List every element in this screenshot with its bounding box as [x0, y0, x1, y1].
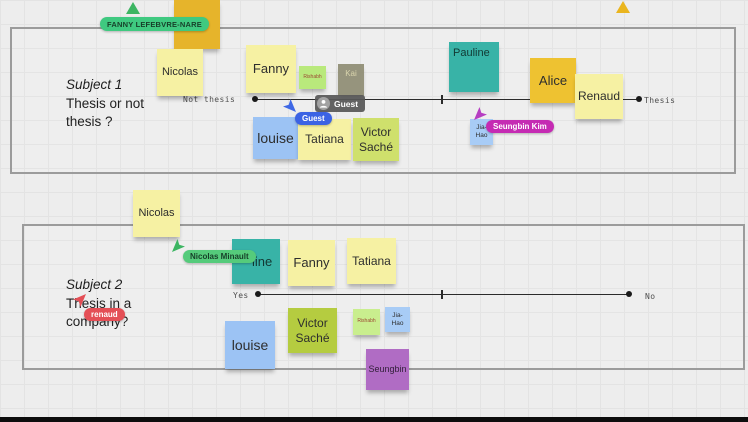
sticky-note-partially-hidden-teal[interactable]: line: [232, 239, 280, 284]
axis-2-midpoint-tick: [441, 289, 443, 299]
cursor-name-pill-fanny: FANNY LEFEBVRE-NARE: [100, 17, 209, 31]
sticky-note-victor-sache-2[interactable]: Victor Saché: [288, 308, 337, 353]
guest-user-tooltip: Guest: [315, 95, 366, 112]
sticky-note-louise-1[interactable]: louise: [253, 117, 298, 159]
axis-1-right-label[interactable]: Thesis: [644, 96, 676, 105]
sticky-note-fanny-2[interactable]: Fanny: [288, 240, 335, 286]
guest-tooltip-label: Guest: [334, 98, 359, 109]
axis-2-right-endpoint: [626, 291, 632, 298]
axis-line-subject-1[interactable]: [252, 94, 642, 104]
axis-1-left-endpoint: [252, 96, 258, 103]
sticky-note-victor-sache-1[interactable]: Victor Saché: [353, 118, 399, 161]
sticky-note-rishabh-1[interactable]: Rishabh: [299, 66, 326, 89]
cursor-name-pill-seungbin-kim: Seungbin Kim: [486, 120, 554, 133]
sticky-note-jia-hao-2[interactable]: Jia-Hao: [385, 307, 410, 332]
heading-subject-2[interactable]: Subject 2 Thesis in a company?: [66, 276, 131, 332]
sticky-note-kai-ghost[interactable]: Kai: [338, 64, 364, 96]
axis-2-right-label[interactable]: No: [645, 292, 656, 301]
person-avatar-icon: [317, 97, 330, 110]
sticky-note-seungbin[interactable]: Seungbin: [366, 349, 409, 390]
cursor-name-pill-renaud: renaud: [84, 308, 125, 321]
sticky-note-rishabh-2[interactable]: Rishabh: [353, 309, 380, 335]
sticky-note-nicolas-1[interactable]: Nicolas: [157, 49, 203, 96]
axis-1-midpoint-tick: [441, 94, 443, 104]
axis-1-right-endpoint: [636, 96, 642, 103]
subject-2-title: Subject 2: [66, 277, 123, 292]
axis-2-left-endpoint: [255, 291, 261, 298]
subject-1-question-line-1: Thesis or not: [66, 95, 145, 111]
sticky-note-tatiana-1[interactable]: Tatiana: [298, 119, 351, 160]
subject-1-title: Subject 1: [66, 77, 123, 92]
sticky-note-fanny-1[interactable]: Fanny: [246, 45, 296, 93]
subject-1-question-line-2: thesis ?: [66, 114, 113, 129]
sticky-note-nicolas-2[interactable]: Nicolas: [133, 190, 180, 237]
remote-cursor-triangle-fanny: [126, 2, 140, 14]
bottom-bar: [0, 417, 748, 422]
axis-line-subject-2[interactable]: [255, 289, 632, 299]
remote-cursor-triangle-gold: [616, 1, 630, 13]
sticky-note-renaud-1[interactable]: Renaud: [575, 74, 623, 119]
sticky-note-pauline[interactable]: Pauline: [449, 42, 499, 92]
heading-subject-1[interactable]: Subject 1 Thesis or not thesis ?: [66, 76, 144, 132]
axis-2-left-label[interactable]: Yes: [233, 291, 249, 300]
cursor-name-pill-nicolas-minault: Nicolas Minault: [183, 250, 256, 263]
sticky-note-alice[interactable]: Alice: [530, 58, 576, 103]
cursor-name-pill-guest: Guest: [295, 112, 332, 125]
sticky-note-louise-2[interactable]: louise: [225, 321, 275, 369]
axis-1-left-label[interactable]: Not thesis: [183, 95, 236, 104]
sticky-note-tatiana-2[interactable]: Tatiana: [347, 238, 396, 284]
